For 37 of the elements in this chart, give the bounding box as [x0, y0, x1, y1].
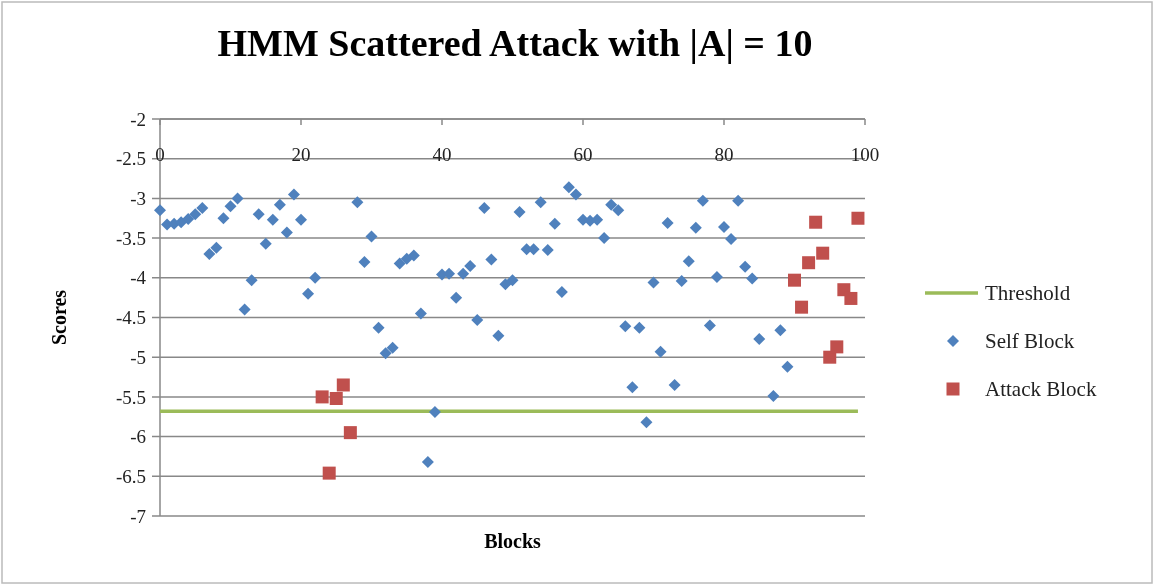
point [830, 340, 844, 354]
point [322, 466, 336, 480]
y-tick-label: -7 [130, 505, 146, 527]
legend-label: Self Block [985, 329, 1075, 354]
x-tick-label: 100 [850, 144, 880, 165]
y-tick-label: -6.5 [115, 465, 146, 487]
y-tick-label: -3 [130, 188, 146, 210]
legend-label: Attack Block [985, 377, 1097, 402]
point [844, 291, 858, 305]
x-axis-title: Blocks [484, 530, 542, 552]
point [315, 390, 329, 404]
x-tick-label: 20 [291, 144, 311, 165]
x-tick-label: 60 [573, 144, 593, 165]
y-tick-label: -5 [130, 346, 146, 368]
point [851, 211, 865, 225]
y-tick-label: -6 [130, 426, 146, 448]
point [823, 350, 837, 364]
point [795, 300, 809, 314]
chart-title: HMM Scattered Attack with |A| = 10 [217, 22, 813, 64]
point [802, 256, 816, 270]
point [343, 426, 357, 440]
point [788, 273, 801, 287]
y-axis-title: Scores [48, 289, 70, 346]
point [816, 246, 830, 260]
x-tick-label: 80 [714, 144, 734, 165]
x-tick-label: 40 [432, 144, 452, 165]
y-tick-label: -5.5 [115, 386, 146, 408]
y-tick-label: -2.5 [115, 148, 146, 170]
point [809, 215, 823, 229]
point [329, 391, 343, 405]
y-tick-label: -2 [130, 108, 146, 130]
y-tick-label: -3.5 [115, 227, 146, 249]
legend-label: Threshold [985, 281, 1071, 306]
y-tick-label: -4.5 [115, 307, 146, 329]
y-tick-label: -4 [130, 267, 147, 289]
x-tick-label: 0 [155, 144, 165, 165]
point [336, 378, 350, 392]
